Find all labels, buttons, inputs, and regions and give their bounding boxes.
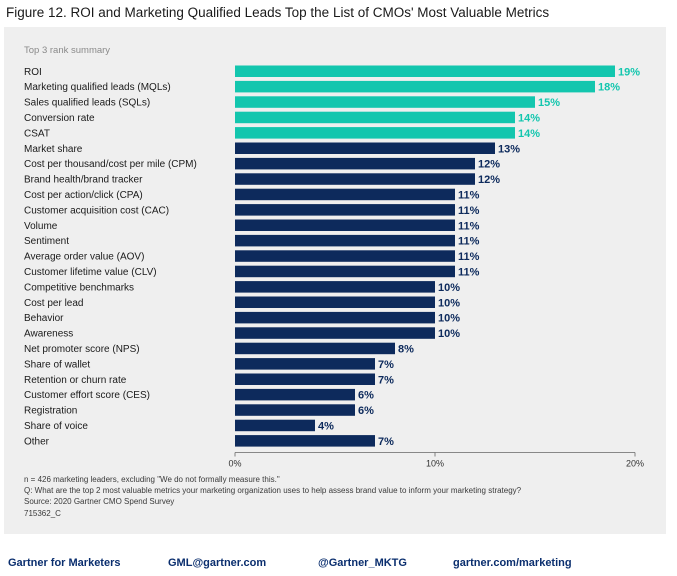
bar (235, 342, 395, 355)
value-label: 12% (478, 159, 500, 171)
category-label: Cost per lead (24, 298, 83, 309)
chart-subtitle: Top 3 rank summary (24, 45, 110, 56)
value-label: 10% (438, 282, 460, 294)
figure-title: Figure 12. ROI and Marketing Qualified L… (6, 5, 550, 20)
value-label: 4% (318, 420, 334, 432)
footer: Gartner for Marketers GML@gartner.com @G… (0, 557, 677, 573)
value-label: 13% (498, 143, 520, 155)
bar (235, 435, 375, 447)
footer-website-link[interactable]: gartner.com/marketing (453, 557, 572, 569)
bar (235, 281, 435, 293)
value-label: 10% (438, 313, 460, 325)
value-label: 19% (618, 66, 640, 78)
category-label: Retention or churn rate (24, 375, 127, 386)
value-label: 14% (518, 128, 540, 140)
value-label: 15% (538, 97, 560, 109)
bar (235, 388, 355, 401)
x-tick-label: 0% (228, 459, 241, 469)
bar (235, 204, 455, 216)
value-label: 8% (398, 343, 414, 355)
bar (235, 419, 315, 432)
bar (235, 327, 435, 339)
category-label: Other (24, 436, 50, 447)
bar-chart: Top 3 rank summary ROI 19% Marketing quali… (24, 45, 644, 469)
category-label: Registration (24, 406, 77, 417)
category-label: Sales qualified leads (SQLs) (24, 98, 150, 109)
category-label: Awareness (24, 329, 73, 340)
bar (235, 188, 455, 201)
value-label: 6% (358, 405, 374, 417)
x-axis: 0% 10% 20% (228, 452, 644, 469)
bar (235, 80, 595, 93)
category-label: Average order value (AOV) (24, 252, 144, 263)
category-label: Cost per action/click (CPA) (24, 190, 143, 201)
category-label: Share of voice (24, 421, 88, 432)
category-label: Conversion rate (24, 113, 95, 124)
value-label: 12% (478, 174, 500, 186)
x-tick-label: 20% (626, 459, 644, 469)
footer-brand: Gartner for Marketers (8, 557, 121, 569)
bar (235, 127, 515, 139)
category-label: Customer effort score (CES) (24, 390, 150, 401)
category-label: Market share (24, 144, 83, 155)
bar (235, 96, 535, 108)
value-label: 11% (458, 220, 480, 232)
bar (235, 173, 475, 185)
bar (235, 234, 455, 247)
value-label: 6% (358, 390, 374, 402)
bar (235, 311, 435, 324)
category-label: Volume (24, 221, 58, 232)
value-label: 7% (378, 374, 394, 386)
bar (235, 265, 455, 278)
value-label: 7% (378, 359, 394, 371)
category-label: Customer acquisition cost (CAC) (24, 205, 169, 216)
value-label: 11% (458, 251, 480, 263)
note-source: Source: 2020 Gartner CMO Spend Survey (24, 497, 175, 507)
footer-email-link[interactable]: GML@gartner.com (168, 557, 267, 569)
value-label: 14% (518, 112, 540, 124)
value-label: 7% (378, 436, 394, 448)
value-label: 10% (438, 297, 460, 309)
x-tick-label: 10% (426, 459, 444, 469)
note-sample-size: n = 426 marketing leaders, excluding "We… (24, 475, 280, 484)
bar (235, 65, 615, 77)
bar (235, 142, 495, 154)
category-label: Cost per thousand/cost per mile (CPM) (24, 159, 197, 170)
bar (235, 111, 515, 124)
chart-panel (4, 27, 666, 534)
category-label: Share of wallet (24, 359, 90, 370)
value-label: 11% (458, 236, 480, 248)
bar (235, 296, 435, 308)
bar (235, 373, 375, 385)
category-label: Marketing qualified leads (MQLs) (24, 82, 171, 93)
chart-notes: n = 426 marketing leaders, excluding "We… (24, 474, 521, 519)
bar (235, 358, 375, 370)
value-label: 11% (458, 189, 480, 201)
category-label: Behavior (24, 313, 64, 324)
note-id: 715362_C (24, 508, 61, 518)
bars-group: ROI 19% Marketing qualified leads (MQLs) 18… (24, 65, 640, 448)
footer-twitter-link[interactable]: @Gartner_MKTG (318, 557, 407, 569)
value-label: 11% (458, 266, 480, 278)
bar (235, 250, 455, 262)
category-label: Sentiment (24, 236, 69, 247)
bar (235, 219, 455, 231)
category-label: Brand health/brand tracker (24, 175, 143, 186)
category-label: Competitive benchmarks (24, 282, 134, 293)
note-question: Q: What are the top 2 most valuable metr… (24, 486, 522, 496)
bar (235, 157, 475, 170)
value-label: 10% (438, 328, 460, 340)
category-label: CSAT (24, 128, 50, 139)
value-label: 18% (598, 82, 620, 94)
category-label: ROI (24, 67, 42, 78)
bar (235, 404, 355, 416)
value-label: 11% (458, 205, 480, 217)
category-label: Customer lifetime value (CLV) (24, 267, 157, 278)
category-label: Net promoter score (NPS) (24, 344, 140, 355)
